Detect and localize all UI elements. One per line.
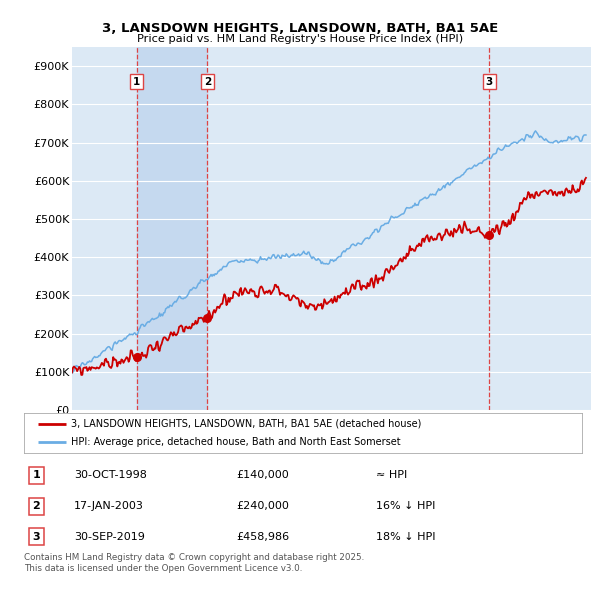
Text: 2: 2 (32, 501, 40, 511)
Text: 18% ↓ HPI: 18% ↓ HPI (376, 532, 435, 542)
Text: 3: 3 (485, 77, 493, 87)
Text: 2: 2 (204, 77, 211, 87)
Text: 16% ↓ HPI: 16% ↓ HPI (376, 501, 435, 511)
Text: Price paid vs. HM Land Registry's House Price Index (HPI): Price paid vs. HM Land Registry's House … (137, 34, 463, 44)
Text: 30-SEP-2019: 30-SEP-2019 (74, 532, 145, 542)
Text: 1: 1 (32, 470, 40, 480)
Text: £140,000: £140,000 (236, 470, 289, 480)
Text: Contains HM Land Registry data © Crown copyright and database right 2025.
This d: Contains HM Land Registry data © Crown c… (24, 553, 364, 573)
Text: 1: 1 (133, 77, 140, 87)
Text: 3, LANSDOWN HEIGHTS, LANSDOWN, BATH, BA1 5AE (detached house): 3, LANSDOWN HEIGHTS, LANSDOWN, BATH, BA1… (71, 419, 422, 429)
Text: £458,986: £458,986 (236, 532, 289, 542)
Text: 17-JAN-2003: 17-JAN-2003 (74, 501, 144, 511)
Text: 30-OCT-1998: 30-OCT-1998 (74, 470, 147, 480)
Bar (137, 47, 208, 410)
Text: 3: 3 (32, 532, 40, 542)
Text: ≈ HPI: ≈ HPI (376, 470, 407, 480)
Text: 3, LANSDOWN HEIGHTS, LANSDOWN, BATH, BA1 5AE: 3, LANSDOWN HEIGHTS, LANSDOWN, BATH, BA1… (102, 22, 498, 35)
Text: HPI: Average price, detached house, Bath and North East Somerset: HPI: Average price, detached house, Bath… (71, 437, 401, 447)
Text: £240,000: £240,000 (236, 501, 289, 511)
